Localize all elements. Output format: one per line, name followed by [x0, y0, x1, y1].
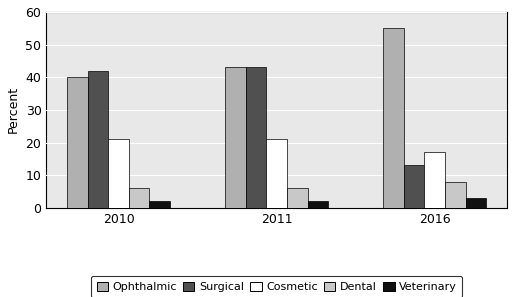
Bar — [307, 201, 328, 208]
Bar — [225, 67, 246, 208]
Bar — [383, 28, 404, 208]
Bar — [266, 139, 287, 208]
Bar — [150, 201, 170, 208]
Bar — [88, 71, 108, 208]
Bar — [466, 198, 486, 208]
Legend: Ophthalmic, Surgical, Cosmetic, Dental, Veterinary: Ophthalmic, Surgical, Cosmetic, Dental, … — [91, 276, 463, 297]
Bar — [425, 152, 445, 208]
Bar — [287, 188, 307, 208]
Bar — [445, 182, 466, 208]
Bar — [246, 67, 266, 208]
Y-axis label: Percent: Percent — [7, 86, 20, 133]
Bar — [67, 77, 88, 208]
Bar — [129, 188, 150, 208]
Bar — [404, 165, 425, 208]
Bar — [108, 139, 129, 208]
